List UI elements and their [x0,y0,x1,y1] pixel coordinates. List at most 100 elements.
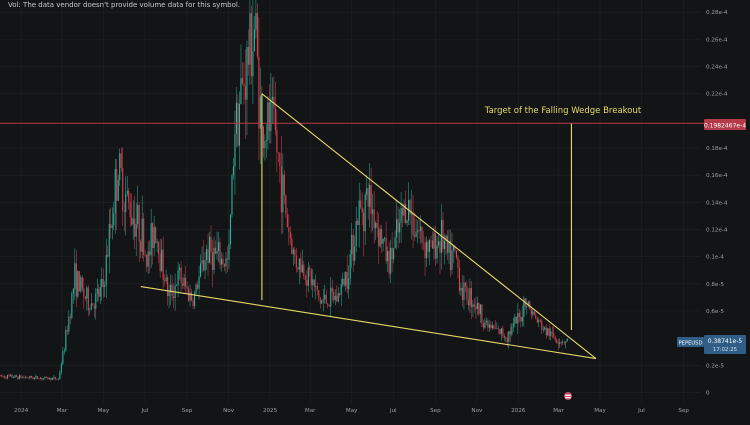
candle-body [343,278,345,286]
candle-body [342,278,344,285]
current-price-badge: PEPEUSD 0.38741e-5 17:02:25 [677,335,746,354]
candle-body [449,240,452,271]
candle-body [255,13,257,30]
candle-body [192,300,194,307]
candle-body [0,375,1,377]
candle-body [333,291,335,301]
candle-body [56,379,58,380]
candle-body [348,278,350,290]
candle-body [384,237,386,239]
candle-body [366,188,368,195]
candle-body [499,328,501,335]
candle-body [99,287,101,297]
candle-body [387,250,389,262]
y-tick-label: 0.2e-5 [706,363,724,369]
candle-body [53,377,55,379]
candle-body [481,304,483,324]
candle-body [463,282,465,301]
candle-body [454,245,456,251]
candle-body [541,320,543,330]
candle-body [515,316,517,324]
current-price-label: 0.38741e-5 [708,338,743,345]
candle-body [131,217,133,225]
candle-body [198,276,200,289]
candle-body [539,320,541,321]
candle-body [168,291,170,297]
candle-body [382,238,384,244]
candle-body [565,341,567,343]
candle-body [256,13,258,57]
candle-body [144,254,146,256]
candle-body [72,288,74,294]
candle-body [197,284,199,289]
candle-body [523,298,525,317]
candle-body [526,306,528,307]
candle-body [8,375,10,376]
event-marker-icon[interactable] [564,392,572,400]
y-tick-label: 0.14e-4 [706,200,728,206]
candle-body [304,276,306,281]
candle-body [497,328,499,329]
candle-body [274,108,276,131]
candle-body [295,255,297,268]
candle-body [490,324,492,328]
candle-body [15,375,18,377]
candle-body [164,279,166,281]
candle-body [328,304,330,307]
candle-body [512,323,514,327]
candle-body [520,316,522,322]
x-tick-label: Sep [182,408,193,414]
x-tick-label: Mar [57,408,68,414]
candle-body [129,202,131,218]
candle-body [143,218,145,255]
y-tick-label: 0.6e-5 [706,309,724,315]
candle-body [108,224,110,257]
candle-body [54,377,56,380]
candle-body [45,376,47,378]
candle-body [312,279,314,286]
candle-body [424,242,426,259]
y-tick-label: 0 [706,390,710,396]
candle-body [39,378,41,379]
candle-body [59,372,61,379]
candle-body [301,264,303,273]
candle-body [491,325,493,328]
candle-body [325,294,327,304]
candle-body [41,378,43,380]
x-tick-label: May [346,408,358,414]
candle-body [9,374,12,376]
candle-body [155,227,157,243]
candle-body [48,377,50,380]
y-tick-label: 0.8e-5 [706,282,724,288]
candle-body [436,245,438,259]
candle-body [282,174,284,213]
candle-body [66,329,68,332]
candle-body [204,260,206,271]
candle-body [562,342,564,343]
candle-body [542,329,544,331]
candle-body [337,293,339,302]
candle-body [29,375,31,378]
candle-body [355,220,357,247]
candle-body [228,244,230,260]
candle-body [316,286,318,290]
candle-body [214,247,217,254]
candle-body [273,96,275,109]
candle-body [500,328,502,335]
candle-body [349,253,351,279]
candle-body [220,258,223,265]
candle-body [322,299,324,301]
candle-body [428,240,431,252]
candle-body [505,337,507,339]
candle-body [306,280,308,286]
candle-body [57,378,59,380]
candle-body [291,238,293,254]
candle-body [17,376,19,380]
candle-body [271,96,273,100]
candle-body [319,298,321,304]
candle-body [279,153,281,167]
candle-body [35,376,37,378]
candle-body [147,251,149,267]
